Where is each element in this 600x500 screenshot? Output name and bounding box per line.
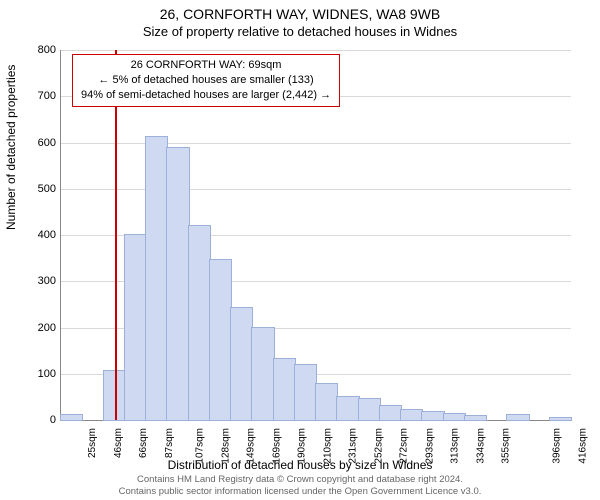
bar — [444, 414, 465, 420]
bar — [550, 418, 571, 420]
bar — [401, 410, 422, 420]
bar — [231, 308, 252, 420]
bar — [252, 328, 273, 421]
bar — [380, 406, 401, 420]
x-axis-label: Distribution of detached houses by size … — [0, 458, 600, 472]
y-tick: 0 — [26, 414, 56, 426]
y-tick: 500 — [26, 183, 56, 195]
y-tick: 300 — [26, 275, 56, 287]
y-tick: 200 — [26, 322, 56, 334]
info-line-1: 26 CORNFORTH WAY: 69sqm — [81, 58, 331, 73]
bar — [337, 397, 358, 420]
footer: Contains HM Land Registry data © Crown c… — [0, 474, 600, 498]
bar — [274, 359, 295, 421]
title-main: 26, CORNFORTH WAY, WIDNES, WA8 9WB — [0, 0, 600, 22]
y-tick: 100 — [26, 368, 56, 380]
footer-line-2: Contains public sector information licen… — [0, 486, 600, 498]
title-sub: Size of property relative to detached ho… — [0, 24, 600, 39]
footer-line-1: Contains HM Land Registry data © Crown c… — [0, 474, 600, 486]
bar — [125, 235, 146, 420]
x-tick: 87sqm — [164, 428, 175, 458]
grid-line — [61, 50, 571, 51]
bar — [146, 137, 167, 420]
bar — [507, 415, 528, 420]
bar — [167, 148, 188, 420]
grid-line — [61, 143, 571, 144]
y-tick: 600 — [26, 137, 56, 149]
bar — [422, 412, 443, 420]
bar — [316, 384, 337, 420]
x-tick: 25sqm — [87, 428, 98, 458]
bar — [295, 365, 316, 421]
y-axis-label: Number of detached properties — [4, 65, 18, 230]
info-line-2: ← 5% of detached houses are smaller (133… — [81, 73, 331, 88]
bar — [61, 415, 82, 420]
y-tick: 400 — [26, 229, 56, 241]
info-box: 26 CORNFORTH WAY: 69sqm ← 5% of detached… — [72, 54, 340, 107]
y-tick: 700 — [26, 90, 56, 102]
bar — [210, 260, 231, 420]
info-line-3: 94% of semi-detached houses are larger (… — [81, 88, 331, 103]
grid-line — [61, 189, 571, 190]
y-tick: 800 — [26, 44, 56, 56]
bar — [189, 226, 210, 420]
bar — [465, 416, 486, 420]
bar — [359, 399, 380, 420]
x-tick: 46sqm — [113, 428, 124, 458]
x-tick: 66sqm — [138, 428, 149, 458]
